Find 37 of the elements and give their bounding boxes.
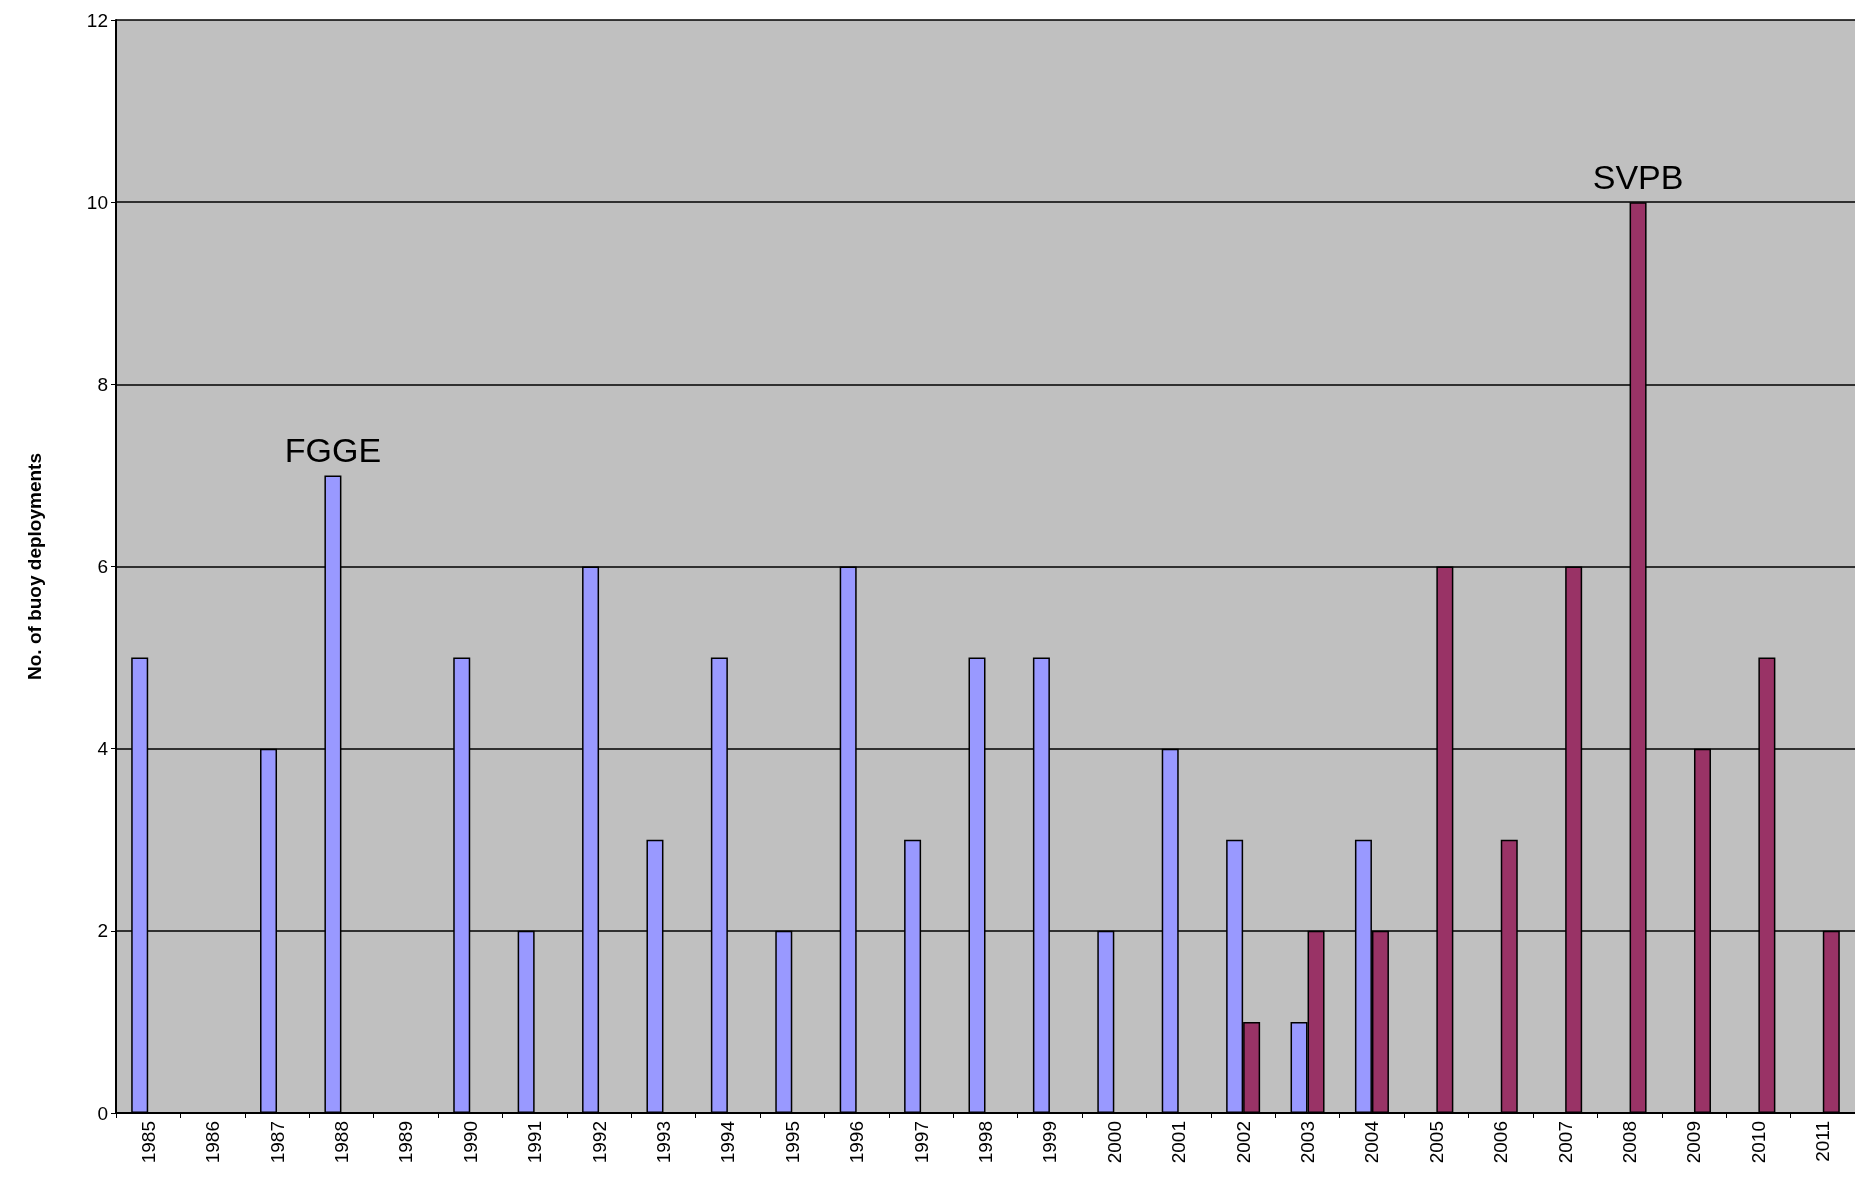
x-tick-label: 1989	[395, 1121, 417, 1164]
x-tick-label: 2000	[1103, 1121, 1125, 1164]
x-tick-label: 2009	[1683, 1121, 1705, 1164]
y-tick-label: 6	[97, 556, 108, 577]
x-tick-label: 1986	[202, 1121, 224, 1164]
x-tick-label: 2003	[1297, 1121, 1319, 1164]
x-tick-label: 2002	[1232, 1121, 1254, 1164]
x-tick-label: 2008	[1619, 1121, 1641, 1164]
y-tick-label: 10	[86, 191, 108, 213]
y-tick-label: 12	[86, 9, 108, 31]
x-tick-label: 1995	[781, 1121, 803, 1164]
x-tick-label: 1994	[717, 1120, 739, 1164]
x-tick-label: 1999	[1039, 1121, 1061, 1164]
x-tick-label: 1993	[652, 1121, 674, 1164]
x-tick-label: 2001	[1168, 1121, 1190, 1164]
series-label: FGGE	[284, 431, 382, 470]
y-tick-label: 0	[97, 1102, 108, 1124]
y-axis-title: No. of buoy deployments	[24, 453, 45, 680]
x-tick-label: 1991	[524, 1121, 546, 1164]
y-tick-label: 2	[97, 920, 108, 942]
x-tick-label: 1997	[910, 1121, 932, 1164]
x-tick-label: 1996	[846, 1121, 868, 1164]
x-tick-label: 2004	[1361, 1120, 1383, 1164]
y-tick-label: 4	[97, 738, 109, 760]
x-tick-label: 2006	[1490, 1121, 1512, 1164]
x-tick-label: 1987	[266, 1121, 288, 1164]
y-tick-label: 8	[97, 373, 108, 395]
x-tick-label: 1998	[975, 1121, 996, 1164]
x-tick-label: 1992	[588, 1121, 610, 1164]
x-tick-label: 1988	[330, 1121, 352, 1164]
x-tick-label: 2007	[1554, 1121, 1576, 1164]
series-label: SVPB	[1592, 158, 1684, 197]
x-tick-label: 1985	[137, 1121, 159, 1164]
x-tick-label: 1990	[459, 1121, 481, 1164]
x-tick-label: 2005	[1425, 1121, 1447, 1164]
x-tick-label: 2011	[1812, 1121, 1834, 1162]
x-tick-label: 2010	[1747, 1121, 1769, 1164]
